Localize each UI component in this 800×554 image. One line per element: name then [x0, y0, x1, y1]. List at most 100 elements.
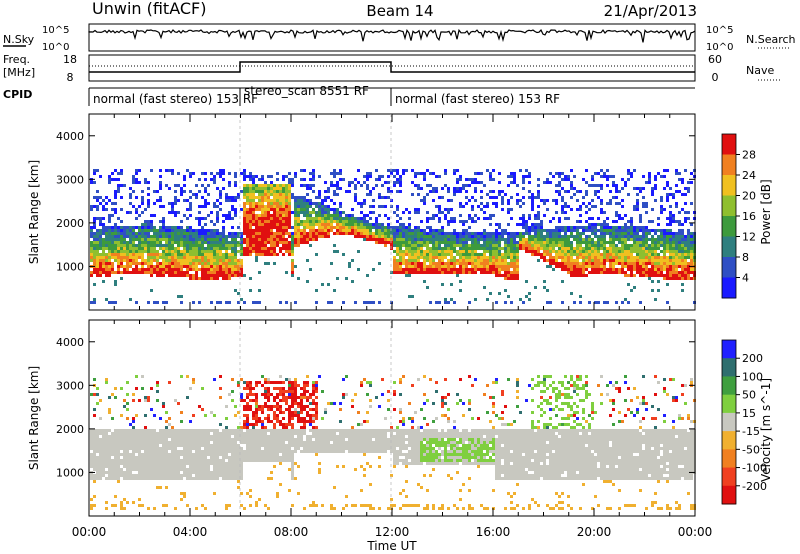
heatmap-cell — [246, 250, 249, 253]
heatmap-cell — [234, 256, 237, 259]
heatmap-cell — [633, 232, 636, 235]
heatmap-cell — [351, 217, 354, 220]
heatmap-cell — [633, 226, 636, 229]
heatmap-cell — [591, 268, 594, 271]
heatmap-cell — [309, 214, 312, 217]
heatmap-cell — [690, 253, 693, 256]
heatmap-cell — [120, 435, 123, 438]
heatmap-cell — [504, 232, 507, 235]
heatmap-cell — [240, 298, 243, 301]
heatmap-cell — [573, 175, 576, 178]
heatmap-cell — [501, 259, 504, 262]
heatmap-cell — [495, 259, 498, 262]
heatmap-cell — [687, 190, 690, 193]
heatmap-cell — [561, 241, 564, 244]
heatmap-cell — [513, 256, 516, 259]
heatmap-cell — [477, 181, 480, 184]
heatmap-cell — [120, 444, 123, 447]
heatmap-cell — [633, 286, 636, 289]
heatmap-cell — [570, 253, 573, 256]
heatmap-cell — [396, 238, 399, 241]
heatmap-cell — [147, 471, 150, 474]
heatmap-cell — [606, 250, 609, 253]
heatmap-cell — [213, 414, 216, 417]
heatmap-cell — [396, 214, 399, 217]
heatmap-cell — [651, 274, 654, 277]
heatmap-cell — [462, 235, 465, 238]
heatmap-cell — [129, 211, 132, 214]
heatmap-cell — [156, 459, 159, 462]
heatmap-cell — [378, 223, 381, 226]
heatmap-cell — [162, 271, 165, 274]
heatmap-cell — [501, 229, 504, 232]
heatmap-cell — [411, 232, 414, 235]
heatmap-cell — [600, 238, 603, 241]
heatmap-cell — [558, 244, 561, 247]
heatmap-cell — [129, 259, 132, 262]
heatmap-cell — [147, 232, 150, 235]
heatmap-cell — [267, 232, 270, 235]
heatmap-cell — [603, 301, 606, 304]
heatmap-cell — [573, 265, 576, 268]
heatmap-cell — [651, 229, 654, 232]
heatmap-cell — [210, 453, 213, 456]
heatmap-cell — [165, 301, 168, 304]
heatmap-cell — [369, 223, 372, 226]
heatmap-cell — [192, 259, 195, 262]
heatmap-cell — [210, 238, 213, 241]
heatmap-cell — [600, 271, 603, 274]
heatmap-cell — [501, 202, 504, 205]
heatmap-cell — [642, 175, 645, 178]
heatmap-cell — [654, 229, 657, 232]
heatmap-cell — [177, 477, 180, 480]
heatmap-cell — [108, 226, 111, 229]
heatmap-cell — [231, 262, 234, 265]
heatmap-cell — [108, 262, 111, 265]
heatmap-cell — [471, 244, 474, 247]
heatmap-cell — [111, 462, 114, 465]
heatmap-cell — [594, 244, 597, 247]
heatmap-cell — [153, 435, 156, 438]
heatmap-cell — [108, 459, 111, 462]
heatmap-cell — [270, 217, 273, 220]
heatmap-cell — [681, 193, 684, 196]
heatmap-cell — [120, 235, 123, 238]
heatmap-cell — [192, 238, 195, 241]
heatmap-cell — [270, 175, 273, 178]
heatmap-cell — [132, 426, 135, 429]
heatmap-cell — [504, 259, 507, 262]
heatmap-cell — [399, 250, 402, 253]
heatmap-cell — [99, 247, 102, 250]
heatmap-cell — [603, 235, 606, 238]
heatmap-cell — [339, 220, 342, 223]
heatmap-cell — [138, 268, 141, 271]
heatmap-cell — [339, 169, 342, 172]
heatmap-cell — [195, 271, 198, 274]
heatmap-cell — [591, 226, 594, 229]
heatmap-cell — [252, 181, 255, 184]
heatmap-cell — [603, 175, 606, 178]
heatmap-cell — [624, 232, 627, 235]
heatmap-cell — [114, 229, 117, 232]
heatmap-cell — [369, 289, 372, 292]
heatmap-cell — [264, 247, 267, 250]
heatmap-cell — [132, 232, 135, 235]
heatmap-cell — [114, 259, 117, 262]
heatmap-cell — [195, 429, 198, 432]
heatmap-cell — [213, 471, 216, 474]
heatmap-cell — [363, 202, 366, 205]
heatmap-cell — [288, 199, 291, 202]
heatmap-cell — [615, 247, 618, 250]
heatmap-cell — [219, 265, 222, 268]
heatmap-cell — [663, 274, 666, 277]
heatmap-cell — [165, 247, 168, 250]
heatmap-cell — [555, 229, 558, 232]
heatmap-cell — [99, 438, 102, 441]
heatmap-cell — [306, 241, 309, 244]
heatmap-cell — [111, 250, 114, 253]
heatmap-cell — [144, 453, 147, 456]
heatmap-cell — [585, 181, 588, 184]
heatmap-cell — [585, 250, 588, 253]
heatmap-cell — [561, 259, 564, 262]
heatmap-cell — [498, 223, 501, 226]
